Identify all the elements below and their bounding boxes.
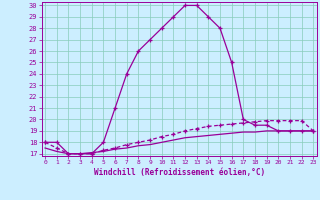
X-axis label: Windchill (Refroidissement éolien,°C): Windchill (Refroidissement éolien,°C) (94, 168, 265, 177)
